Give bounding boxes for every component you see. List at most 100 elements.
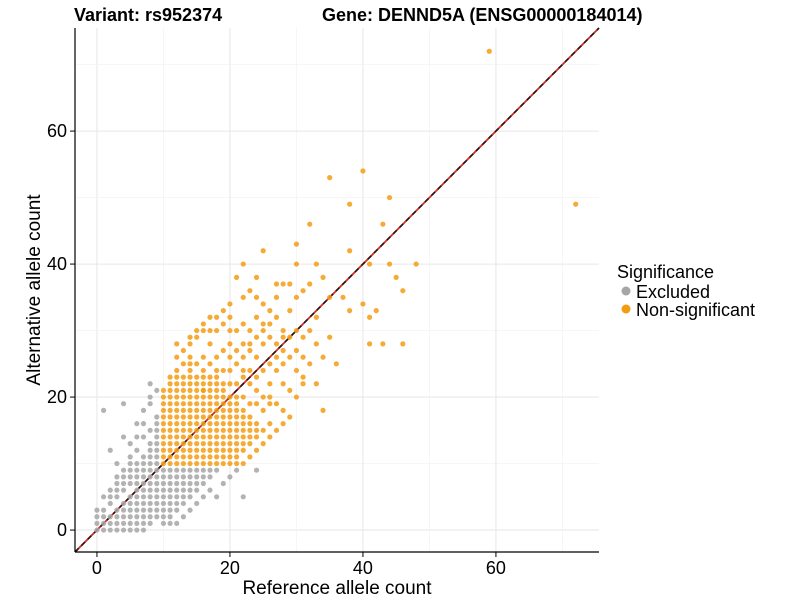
point-non-significant (180, 347, 186, 354)
point-non-significant (174, 407, 180, 413)
point-non-significant (293, 294, 300, 300)
point-non-significant (220, 367, 226, 374)
point-excluded (140, 494, 147, 500)
point-non-significant (227, 407, 233, 413)
point-non-significant (247, 441, 253, 447)
point-non-significant (187, 414, 193, 420)
point-excluded (127, 454, 133, 460)
point-non-significant (160, 460, 167, 467)
point-excluded (140, 407, 147, 413)
point-non-significant (327, 294, 333, 300)
point-excluded (167, 480, 173, 487)
point-non-significant (307, 361, 313, 367)
point-non-significant (207, 447, 213, 453)
point-non-significant (214, 441, 220, 447)
point-non-significant (300, 374, 306, 380)
point-non-significant (220, 387, 226, 394)
point-excluded (127, 460, 133, 467)
point-non-significant (174, 421, 180, 427)
point-excluded (194, 480, 200, 487)
point-non-significant (233, 327, 240, 334)
point-excluded (174, 500, 180, 507)
point-non-significant (174, 414, 180, 420)
point-non-significant (267, 321, 273, 327)
point-excluded (154, 447, 160, 453)
x-tick-label: 20 (220, 558, 240, 578)
point-excluded (160, 467, 167, 473)
point-excluded (187, 494, 193, 500)
point-non-significant (393, 274, 399, 280)
point-non-significant (320, 274, 326, 280)
point-non-significant (400, 341, 406, 347)
point-non-significant (273, 314, 280, 320)
point-non-significant (227, 354, 233, 360)
point-excluded (107, 447, 113, 453)
point-excluded (194, 500, 200, 507)
point-non-significant (187, 394, 193, 400)
point-non-significant (227, 447, 233, 453)
point-excluded (134, 421, 140, 427)
point-non-significant (180, 381, 186, 387)
point-excluded (134, 527, 140, 533)
point-non-significant (187, 427, 193, 433)
point-non-significant (187, 374, 193, 380)
point-excluded (194, 487, 200, 493)
point-non-significant (320, 354, 326, 360)
point-non-significant (174, 387, 180, 394)
point-non-significant (227, 381, 233, 387)
point-excluded (147, 514, 153, 520)
point-non-significant (167, 407, 173, 413)
point-excluded (174, 487, 180, 493)
point-excluded (94, 527, 100, 533)
point-non-significant (280, 327, 286, 334)
point-excluded (94, 507, 100, 513)
point-non-significant (187, 354, 193, 360)
point-non-significant (220, 427, 226, 433)
point-non-significant (174, 454, 180, 460)
point-non-significant (267, 401, 273, 407)
point-excluded (174, 480, 180, 487)
point-non-significant (180, 441, 186, 447)
point-non-significant (167, 447, 173, 453)
point-non-significant (187, 441, 193, 447)
point-non-significant (207, 314, 213, 320)
point-excluded (120, 514, 127, 520)
point-non-significant (207, 454, 213, 460)
point-non-significant (240, 460, 246, 467)
point-non-significant (214, 354, 220, 360)
legend-label-excluded: Excluded (636, 282, 710, 302)
point-excluded (167, 500, 173, 507)
point-non-significant (167, 454, 173, 460)
point-non-significant (167, 394, 173, 400)
point-non-significant (187, 447, 193, 453)
point-non-significant (300, 288, 306, 294)
point-non-significant (280, 407, 286, 413)
point-non-significant (267, 308, 273, 314)
point-excluded (160, 480, 167, 487)
point-excluded (94, 520, 100, 527)
point-excluded (200, 480, 206, 487)
point-excluded (127, 441, 133, 447)
point-non-significant (287, 387, 293, 394)
point-non-significant (267, 361, 273, 367)
point-non-significant (313, 341, 319, 347)
point-excluded (120, 487, 127, 493)
point-excluded (154, 507, 160, 513)
plot-area (74, 27, 600, 553)
point-non-significant (194, 327, 200, 334)
point-non-significant (180, 407, 186, 413)
point-excluded (154, 480, 160, 487)
point-non-significant (160, 394, 167, 400)
point-excluded (127, 507, 133, 513)
point-non-significant (200, 387, 206, 394)
point-non-significant (227, 434, 233, 440)
point-non-significant (280, 281, 286, 287)
point-excluded (120, 527, 127, 533)
point-non-significant (247, 367, 253, 374)
point-non-significant (180, 401, 186, 407)
point-non-significant (287, 334, 293, 340)
point-non-significant (167, 421, 173, 427)
point-non-significant (174, 381, 180, 387)
point-non-significant (240, 421, 246, 427)
